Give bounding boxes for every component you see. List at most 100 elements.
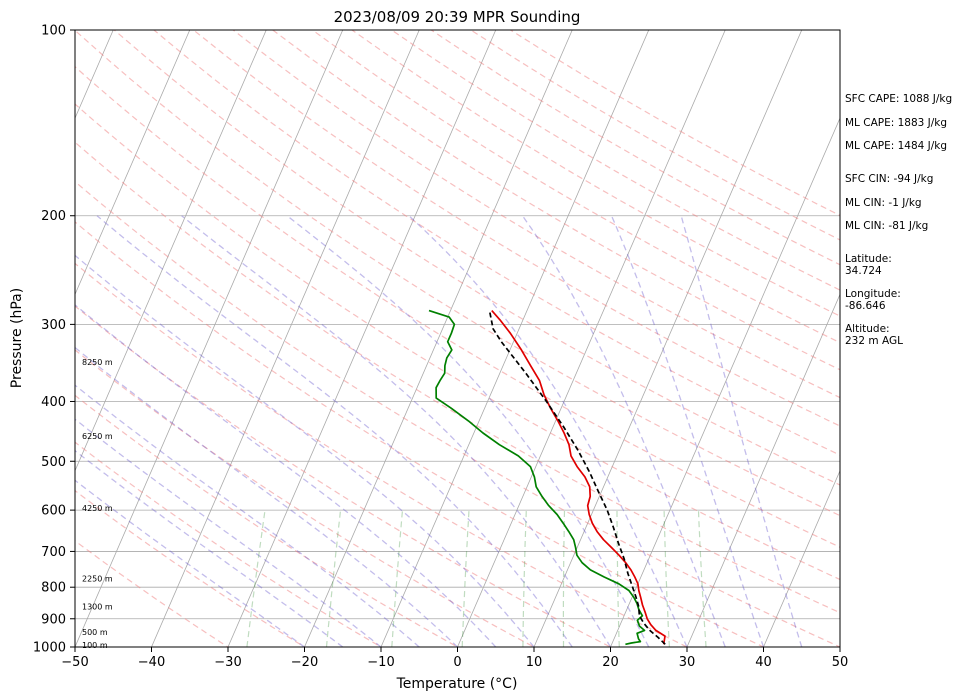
height-label: 500 m [82, 628, 108, 637]
altitude-value: 232 m AGL [845, 335, 903, 347]
series-line-2 [488, 310, 666, 645]
ml-cape-label-1: ML CAPE: 1883 J/kg [845, 117, 947, 129]
x-tick-label: −10 [367, 655, 394, 670]
y-tick-label: 300 [41, 318, 66, 333]
dry-adiabat [75, 441, 383, 647]
y-tick-label: 400 [41, 395, 66, 410]
dry-adiabat [75, 221, 765, 647]
background-lines [75, 30, 840, 647]
longitude-label: Longitude: [845, 288, 901, 300]
moist-adiabat [75, 449, 344, 647]
dry-adiabat [75, 103, 840, 581]
dry-adiabat [391, 30, 840, 291]
moist-adiabat [408, 215, 688, 647]
dry-adiabat [75, 30, 840, 517]
y-tick-label: 500 [41, 455, 66, 470]
y-tick-label: 800 [41, 581, 66, 596]
dry-adiabat [153, 30, 840, 456]
isotherm [75, 30, 267, 472]
dry-adiabat [75, 394, 459, 647]
longitude-value: -86.646 [845, 300, 886, 312]
series-line-0 [491, 310, 666, 645]
altitude-label: Altitude: [845, 323, 890, 335]
dry-adiabat [75, 349, 536, 647]
mixing-ratio-line [325, 510, 342, 647]
ml-cape-label-2: ML CAPE: 1484 J/kg [845, 140, 947, 152]
height-label: 8250 m [82, 358, 113, 367]
moist-adiabat [75, 304, 497, 647]
moist-adiabat [75, 254, 535, 647]
dry-adiabat [75, 141, 840, 614]
y-tick-label: 100 [41, 24, 66, 39]
moist-adiabat [610, 215, 765, 647]
dry-adiabat [272, 30, 840, 371]
series-layer [428, 309, 666, 646]
isotherm [533, 30, 803, 647]
isotherm [610, 117, 840, 647]
y-tick-label: 200 [41, 209, 66, 224]
height-label: 2250 m [82, 575, 113, 584]
x-tick-label: 20 [602, 655, 619, 670]
dry-adiabat [75, 305, 612, 647]
moist-adiabat [75, 418, 382, 647]
dry-adiabat [75, 540, 230, 647]
mixing-ratio-line [522, 510, 527, 647]
sfc-cape-label: SFC CAPE: 1088 J/kg [845, 93, 952, 105]
isotherm [304, 30, 573, 647]
isotherm [763, 469, 840, 647]
height-label: 100 m [82, 641, 108, 650]
x-tick-label: 30 [679, 655, 696, 670]
x-tick-label: 0 [453, 655, 461, 670]
y-tick-label: 600 [41, 504, 66, 519]
latitude-label: Latitude: [845, 253, 892, 265]
x-tick-label: 10 [526, 655, 543, 670]
y-tick-label: 700 [41, 545, 66, 560]
ml-cin-label-2: ML CIN: -81 J/kg [845, 220, 928, 232]
series-line-1 [428, 309, 646, 646]
isotherm [75, 30, 191, 296]
mixing-ratio-line [246, 510, 266, 647]
moist-adiabat [286, 215, 650, 647]
moist-adiabat [75, 479, 305, 647]
dry-adiabat [75, 489, 306, 647]
isotherm [380, 30, 650, 647]
ml-cin-label-1: ML CIN: -1 J/kg [845, 197, 922, 209]
moist-adiabat [181, 215, 612, 647]
x-tick-label: −30 [214, 655, 241, 670]
y-tick-label: 900 [41, 612, 66, 627]
height-label: 1300 m [82, 603, 113, 612]
y-tick-label: 1000 [33, 641, 66, 656]
indices-panel: SFC CAPE: 1088 J/kg ML CAPE: 1883 J/kg M… [845, 93, 952, 347]
plot-area [75, 30, 840, 647]
x-tick-label: −40 [138, 655, 165, 670]
moist-adiabat [96, 215, 573, 647]
sfc-cin-label: SFC CIN: -94 J/kg [845, 173, 933, 185]
chart-title: 2023/08/09 20:39 MPR Sounding [334, 8, 581, 26]
x-tick-label: −20 [291, 655, 318, 670]
dry-adiabat [75, 65, 840, 548]
mixing-ratio-line [616, 510, 620, 647]
mixing-ratio-line [391, 510, 404, 647]
x-tick-label: 40 [755, 655, 772, 670]
dry-adiabat [312, 30, 840, 344]
axis-ticks: −50 −40 −30 −20 −10 0 10 20 30 40 50 100 200 300 400 50… [33, 24, 848, 671]
dry-adiabat [75, 180, 840, 647]
moist-adiabat [521, 215, 726, 647]
dry-adiabat [193, 30, 840, 427]
x-axis-title: Temperature (°C) [396, 676, 518, 692]
mixing-ratio-line [663, 510, 670, 647]
x-tick-label: 50 [832, 655, 849, 670]
isotherm [151, 30, 420, 647]
moist-adiabat [75, 346, 458, 647]
height-labels: 8250 m 6250 m 4250 m 2250 m 1300 m 500 m 100 m [82, 358, 113, 650]
latitude-value: 34.724 [845, 265, 882, 277]
y-axis-title: Pressure (hPa) [9, 288, 25, 388]
mixing-ratio-line [697, 510, 707, 647]
height-label: 4250 m [82, 504, 113, 513]
dry-adiabat [75, 262, 689, 647]
height-label: 6250 m [82, 432, 113, 441]
plot-frame [74, 29, 841, 648]
moist-adiabat [75, 384, 420, 647]
isotherm [457, 30, 726, 647]
